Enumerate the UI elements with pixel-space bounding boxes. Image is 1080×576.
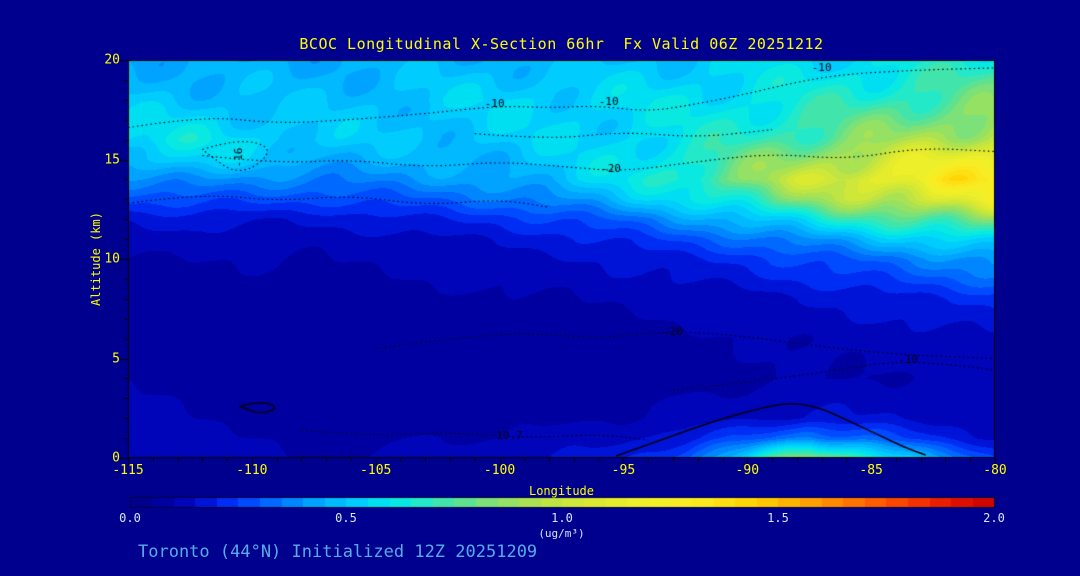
colorbar-tick-label: 1.0 xyxy=(551,511,573,525)
colorbar-tick-labels: 0.0 0.5 1.0 1.5 2.0 xyxy=(0,511,1080,525)
chart-title: BCOC Longitudinal X-Section 66hr Fx Vali… xyxy=(299,35,824,53)
x-axis-title: Longitude xyxy=(528,484,595,498)
colorbar-tick-label: 2.0 xyxy=(983,511,1005,525)
colorbar-units-label: (ug/m³) xyxy=(538,527,585,540)
x-tick-label: -90 xyxy=(735,463,760,478)
x-tick-label: -115 xyxy=(112,463,144,478)
x-tick-label: -100 xyxy=(483,463,516,478)
init-caption: Toronto (44°N) Initialized 12Z 20251209 xyxy=(138,542,538,562)
colorbar-tick-label: 1.5 xyxy=(767,511,789,525)
x-tick-label: -80 xyxy=(983,463,1007,478)
colorbar-tick-label: 0.5 xyxy=(335,511,357,525)
colorbar-tick-label: 0.0 xyxy=(119,511,141,525)
x-axis-tick-labels: -115 -110 -105 -100 -95 -90 -85 -80 xyxy=(0,463,1080,479)
x-tick-label: -95 xyxy=(611,463,636,478)
x-tick-label: -105 xyxy=(360,463,392,478)
x-tick-label: -85 xyxy=(859,463,883,478)
x-tick-label: -110 xyxy=(236,463,268,478)
y-axis-title: Altitude (km) xyxy=(89,212,103,306)
